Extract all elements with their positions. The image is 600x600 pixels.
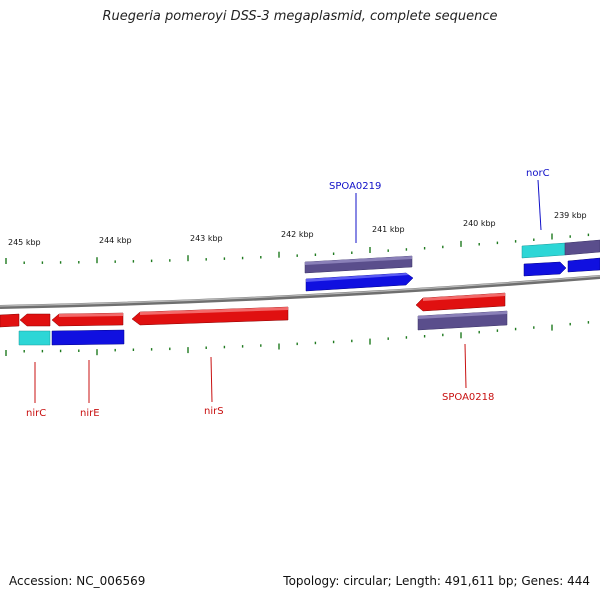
tick-marks-inner: [5, 321, 590, 356]
gene-label-nirs[interactable]: nirS: [204, 406, 224, 417]
backbone-arc: [0, 275, 600, 309]
gene-label-norc[interactable]: norC: [526, 168, 550, 179]
cds-shine-nire: [59, 313, 123, 317]
scale-label-243kbp: 243 kbp: [190, 234, 223, 243]
gene-label-spoa0218[interactable]: SPOA0218: [442, 392, 494, 403]
leader-spoa0218: [464, 343, 467, 389]
gene-label-nire[interactable]: nirE: [80, 408, 100, 419]
cds-feature-partial-left[interactable]: [0, 313, 20, 328]
tick-marks-outer: [5, 233, 590, 264]
leader-nirs: [210, 356, 213, 403]
cds-feature-spoa0219-shine: [306, 273, 409, 282]
cds-shine-spoa0218: [423, 293, 505, 301]
cds-feature-nire-lower[interactable]: [51, 329, 125, 346]
scale-label-240kbp: 240 kbp: [463, 219, 496, 228]
gene-label-nirc[interactable]: nirC: [26, 408, 46, 419]
cds-feature-norc-1[interactable]: [523, 261, 567, 277]
gene-label-spoa0219[interactable]: SPOA0219: [329, 181, 381, 192]
rna-feature-norc[interactable]: [521, 242, 566, 259]
map-title: Ruegeria pomeroyi DSS-3 megaplasmid, com…: [102, 9, 498, 24]
scale-label-239kbp: 239 kbp: [554, 211, 587, 220]
backbone-arc-highlight: [0, 275, 600, 307]
scale-label-245kbp: 245 kbp: [8, 238, 41, 247]
leader-norc: [537, 179, 542, 231]
gene-feature-spoa0219-shine: [305, 256, 412, 265]
gene-feature-norc[interactable]: [564, 239, 600, 256]
cds-feature-norc-2[interactable]: [567, 257, 600, 273]
scale-label-244kbp: 244 kbp: [99, 236, 132, 245]
topology-summary: Topology: circular; Length: 491,611 bp; …: [283, 574, 590, 588]
gene-feature-spoa0218-shine: [418, 311, 507, 319]
rna-feature-nirc[interactable]: [18, 330, 51, 346]
accession-label: Accession: NC_006569: [9, 574, 146, 588]
scale-label-241kbp: 241 kbp: [372, 225, 405, 234]
cds-shine-nirs: [140, 307, 288, 315]
cds-feature-nirc[interactable]: [19, 313, 51, 327]
scale-label-242kbp: 242 kbp: [281, 230, 314, 239]
